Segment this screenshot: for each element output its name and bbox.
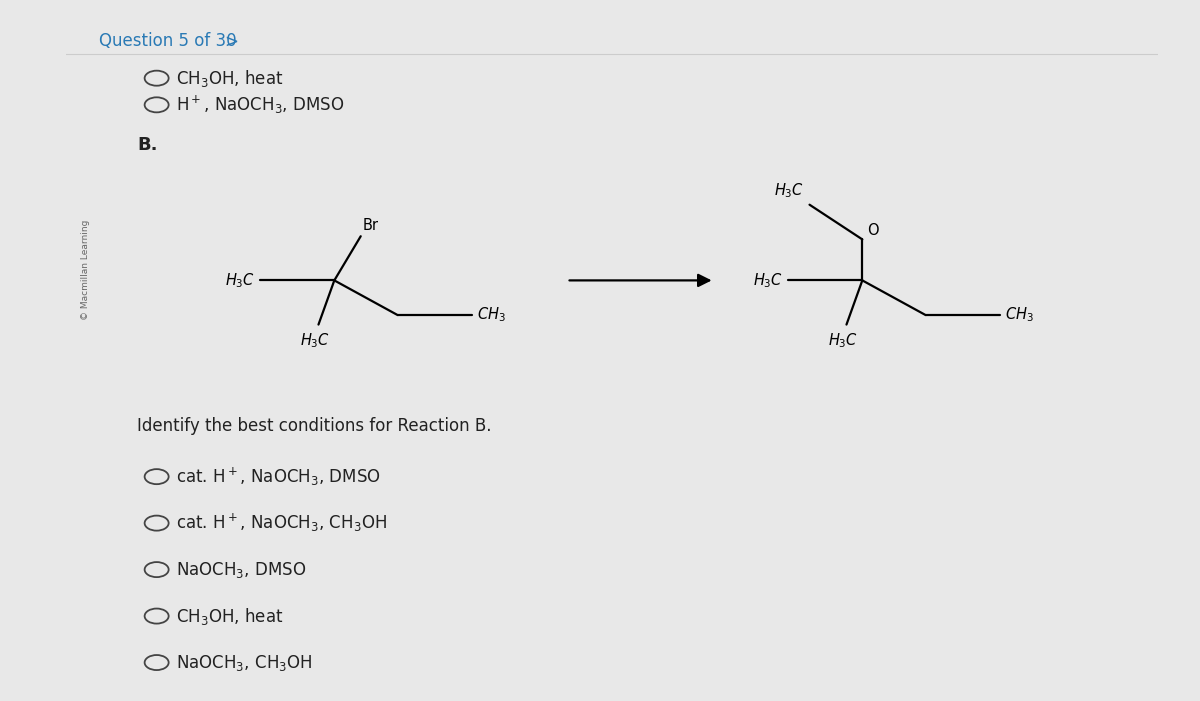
Text: $CH_3$: $CH_3$ bbox=[1004, 306, 1033, 325]
Text: © Macmillan Learning: © Macmillan Learning bbox=[82, 220, 90, 320]
Text: CH$_3$OH, heat: CH$_3$OH, heat bbox=[176, 68, 283, 89]
Text: NaOCH$_3$, DMSO: NaOCH$_3$, DMSO bbox=[176, 559, 306, 580]
Text: $CH_3$: $CH_3$ bbox=[476, 306, 505, 325]
Text: H$^+$, NaOCH$_3$, DMSO: H$^+$, NaOCH$_3$, DMSO bbox=[176, 94, 344, 116]
Text: $H_3C$: $H_3C$ bbox=[300, 331, 330, 350]
Text: Br: Br bbox=[362, 218, 379, 233]
Text: Identify the best conditions for Reaction B.: Identify the best conditions for Reactio… bbox=[137, 417, 492, 435]
Text: $H_3C$: $H_3C$ bbox=[774, 181, 804, 200]
Text: CH$_3$OH, heat: CH$_3$OH, heat bbox=[176, 606, 283, 627]
Text: cat. H$^+$, NaOCH$_3$, CH$_3$OH: cat. H$^+$, NaOCH$_3$, CH$_3$OH bbox=[176, 512, 388, 534]
Text: $H_3C$: $H_3C$ bbox=[226, 271, 256, 290]
Text: $H_3C$: $H_3C$ bbox=[828, 331, 858, 350]
Text: $H_3C$: $H_3C$ bbox=[754, 271, 784, 290]
Text: B.: B. bbox=[137, 135, 157, 154]
Text: Question 5 of 30: Question 5 of 30 bbox=[98, 32, 236, 50]
Text: cat. H$^+$, NaOCH$_3$, DMSO: cat. H$^+$, NaOCH$_3$, DMSO bbox=[176, 465, 382, 488]
Text: NaOCH$_3$, CH$_3$OH: NaOCH$_3$, CH$_3$OH bbox=[176, 653, 313, 672]
Text: >: > bbox=[224, 32, 239, 50]
Text: O: O bbox=[868, 223, 880, 238]
